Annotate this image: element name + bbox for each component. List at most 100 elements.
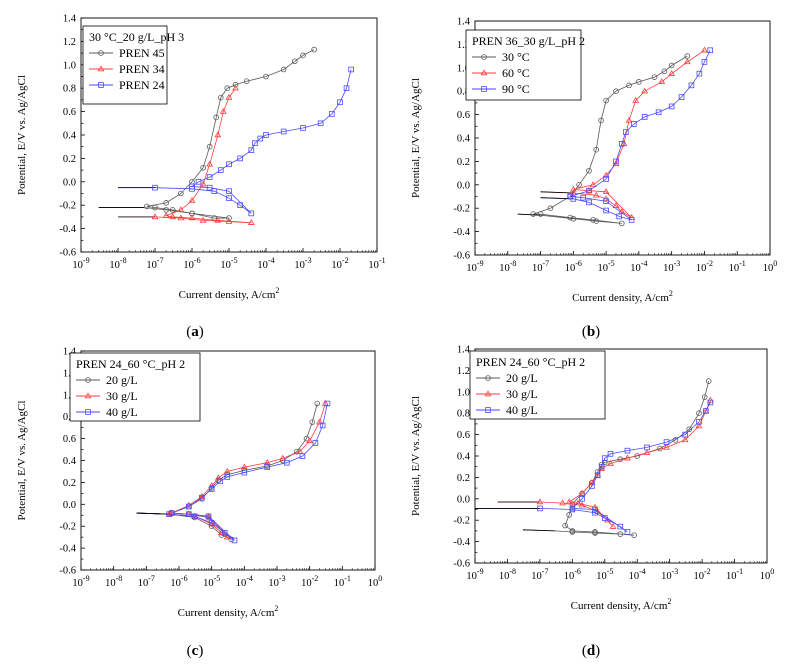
y-tick-label: 0.4 (63, 456, 77, 467)
x-tick-label: 10-4 (630, 259, 647, 274)
x-tick-base: 10 (565, 263, 576, 274)
marker-point (567, 193, 573, 200)
marker-point (319, 422, 326, 429)
y-tick-label: 1.4 (63, 14, 77, 25)
marker-point (628, 217, 635, 223)
marker-point (232, 84, 239, 91)
marker-point (217, 478, 223, 485)
marker-point (151, 213, 159, 220)
marker-point (570, 215, 577, 222)
legend-title: PREN 24_60 °C_pH 2 (476, 355, 585, 369)
marker-point (617, 531, 624, 537)
marker-point (663, 443, 670, 450)
marker-point (240, 463, 248, 470)
marker-point (324, 400, 331, 407)
marker-point (481, 86, 487, 92)
x-tick-base: 10 (203, 578, 214, 589)
marker-point (225, 217, 233, 224)
y-tick-label: 1.0 (63, 390, 76, 401)
marker-point (206, 143, 213, 150)
x-tick-base: 10 (146, 260, 157, 271)
marker-point (169, 213, 177, 220)
marker-point (625, 116, 633, 123)
x-tick-exponent: -4 (246, 574, 253, 583)
marker-point (218, 529, 225, 535)
x-tick-exponent: -9 (83, 574, 90, 583)
marker-point (241, 469, 248, 476)
y-tick-label: 0.0 (457, 494, 470, 505)
y-tick-label: 0.4 (457, 452, 471, 463)
marker-point (537, 211, 544, 217)
y-tick-label: 1.0 (457, 387, 470, 398)
marker-point (317, 120, 324, 127)
panel-label-letter: b (587, 324, 595, 340)
x-tick-base: 10 (257, 260, 268, 271)
x-tick-label: 10-8 (499, 567, 516, 582)
y-tick-label: -0.4 (59, 224, 76, 235)
y-tick-label: -0.4 (453, 537, 470, 548)
marker-point (219, 108, 227, 114)
panel-label: (a) (186, 324, 204, 340)
x-tick-base: 10 (109, 260, 120, 271)
marker-point (569, 189, 577, 196)
x-tick-label: 10-5 (598, 259, 615, 274)
marker-point (328, 111, 335, 117)
marker-point (530, 211, 537, 217)
marker-point (701, 46, 708, 53)
chart-panel-a: -0.6-0.4-0.20.00.20.40.60.81.01.21.410-9… (16, 14, 386, 341)
x-tick-exponent: -2 (342, 256, 349, 265)
marker-point (598, 117, 604, 124)
y-tick-label: 0.6 (457, 430, 470, 441)
panel-label-paren: ( (186, 324, 191, 340)
marker-point (661, 68, 668, 75)
marker-point (617, 523, 624, 530)
y-axis-label: Potential, E/V vs. Ag/AgCl (16, 75, 28, 195)
marker-point (247, 219, 255, 225)
panel-label-paren: ( (187, 643, 192, 659)
marker-point (143, 203, 150, 210)
marker-point (703, 408, 709, 414)
marker-point (593, 146, 600, 153)
x-tick-exponent: -5 (214, 574, 221, 583)
x-tick-exponent: -8 (509, 567, 516, 576)
y-tick-label: 1.2 (457, 40, 470, 51)
marker-point (163, 200, 169, 206)
y-tick-label: -0.6 (59, 566, 76, 577)
x-tick-label: 10-7 (532, 259, 549, 274)
x-tick-base: 10 (629, 571, 640, 582)
x-tick-exponent: 0 (770, 567, 774, 576)
x-tick-base: 10 (72, 578, 83, 589)
marker-point (696, 410, 702, 417)
marker-point (562, 522, 568, 529)
x-tick-label: 10-3 (661, 567, 678, 582)
marker-point (569, 528, 576, 534)
x-tick-label: 10-9 (466, 567, 483, 582)
marker-point (574, 499, 582, 506)
x-tick-label: 10-6 (564, 567, 581, 582)
legend-box (82, 25, 168, 105)
x-tick-label: 10-2 (694, 567, 711, 582)
marker-point (177, 206, 185, 213)
panel-label-paren: ( (582, 643, 587, 659)
marker-point (232, 81, 239, 88)
marker-point (237, 202, 243, 209)
marker-point (678, 94, 685, 100)
marker-point (200, 164, 206, 171)
marker-point (223, 467, 231, 474)
marker-point (559, 499, 566, 506)
y-tick-label: 0.4 (457, 134, 471, 145)
marker-point (655, 109, 662, 116)
marker-point (206, 184, 213, 191)
x-axis-label-text: Current density, A/cm (572, 292, 669, 304)
marker-point (668, 70, 676, 76)
x-tick-exponent: -1 (344, 574, 351, 583)
marker-point (217, 167, 224, 173)
legend-entry: PREN 24 (119, 78, 165, 92)
y-tick-label: -0.2 (453, 204, 470, 215)
marker-point (224, 474, 231, 480)
marker-point (195, 178, 202, 185)
y-tick-label: 0.2 (63, 478, 76, 489)
x-tick-base: 10 (696, 263, 707, 274)
marker-point (213, 114, 219, 121)
